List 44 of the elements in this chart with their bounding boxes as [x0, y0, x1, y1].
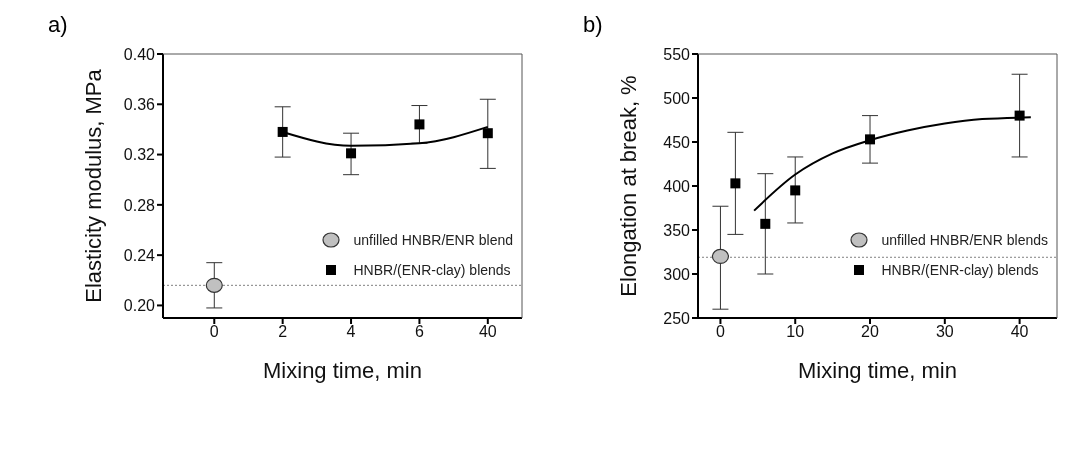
y-tick-label: 0.32	[123, 146, 156, 164]
point	[760, 218, 771, 229]
x-tick-label: 40	[1010, 323, 1029, 341]
point	[482, 128, 493, 139]
x-axis-title: Mixing time, min	[798, 358, 957, 383]
y-tick-label: 0.28	[123, 196, 156, 214]
y-tick-label: 500	[663, 89, 691, 107]
x-tick-label: 10	[786, 323, 805, 341]
x-tick-label: 0	[209, 323, 219, 341]
y-tick-label: 400	[663, 177, 691, 195]
x-tick-label: 30	[935, 323, 954, 341]
chart-title: b)	[583, 12, 603, 38]
point	[205, 277, 223, 293]
x-tick-label: 40	[478, 323, 497, 341]
x-tick-label: 0	[715, 323, 725, 341]
legend-label: unfilled HNBR/ENR blend	[353, 231, 513, 248]
point	[277, 126, 288, 137]
point	[1014, 110, 1025, 121]
y-tick-label: 450	[663, 133, 691, 151]
point	[865, 134, 876, 145]
y-tick-label: 350	[663, 221, 691, 239]
legend-label: unfilled HNBR/ENR blends	[881, 231, 1048, 248]
x-tick-label: 20	[861, 323, 880, 341]
point	[346, 148, 357, 159]
y-tick-label: 300	[663, 265, 691, 283]
x-axis-title: Mixing time, min	[263, 358, 422, 383]
chart-title: a)	[48, 12, 68, 38]
point	[414, 119, 425, 130]
y-tick-label: 0.40	[123, 45, 156, 63]
y-tick-label: 0.36	[123, 95, 156, 113]
x-tick-label: 2	[278, 323, 288, 341]
x-tick-label: 6	[414, 323, 424, 341]
y-tick-label: 0.24	[123, 246, 156, 264]
point	[730, 178, 741, 189]
legend-label: HNBR/(ENR-clay) blends	[353, 261, 511, 278]
y-tick-label: 0.20	[123, 297, 156, 315]
x-tick-label: 4	[346, 323, 356, 341]
point	[711, 248, 730, 264]
legend-label: HNBR/(ENR-clay) blends	[881, 261, 1039, 278]
point	[790, 185, 801, 196]
y-tick-label: 250	[663, 309, 691, 327]
y-axis-title: Elongation at break, %	[615, 75, 641, 297]
y-tick-label: 550	[663, 45, 691, 63]
y-axis-title: Elasticity modulus, MPa	[80, 68, 106, 303]
